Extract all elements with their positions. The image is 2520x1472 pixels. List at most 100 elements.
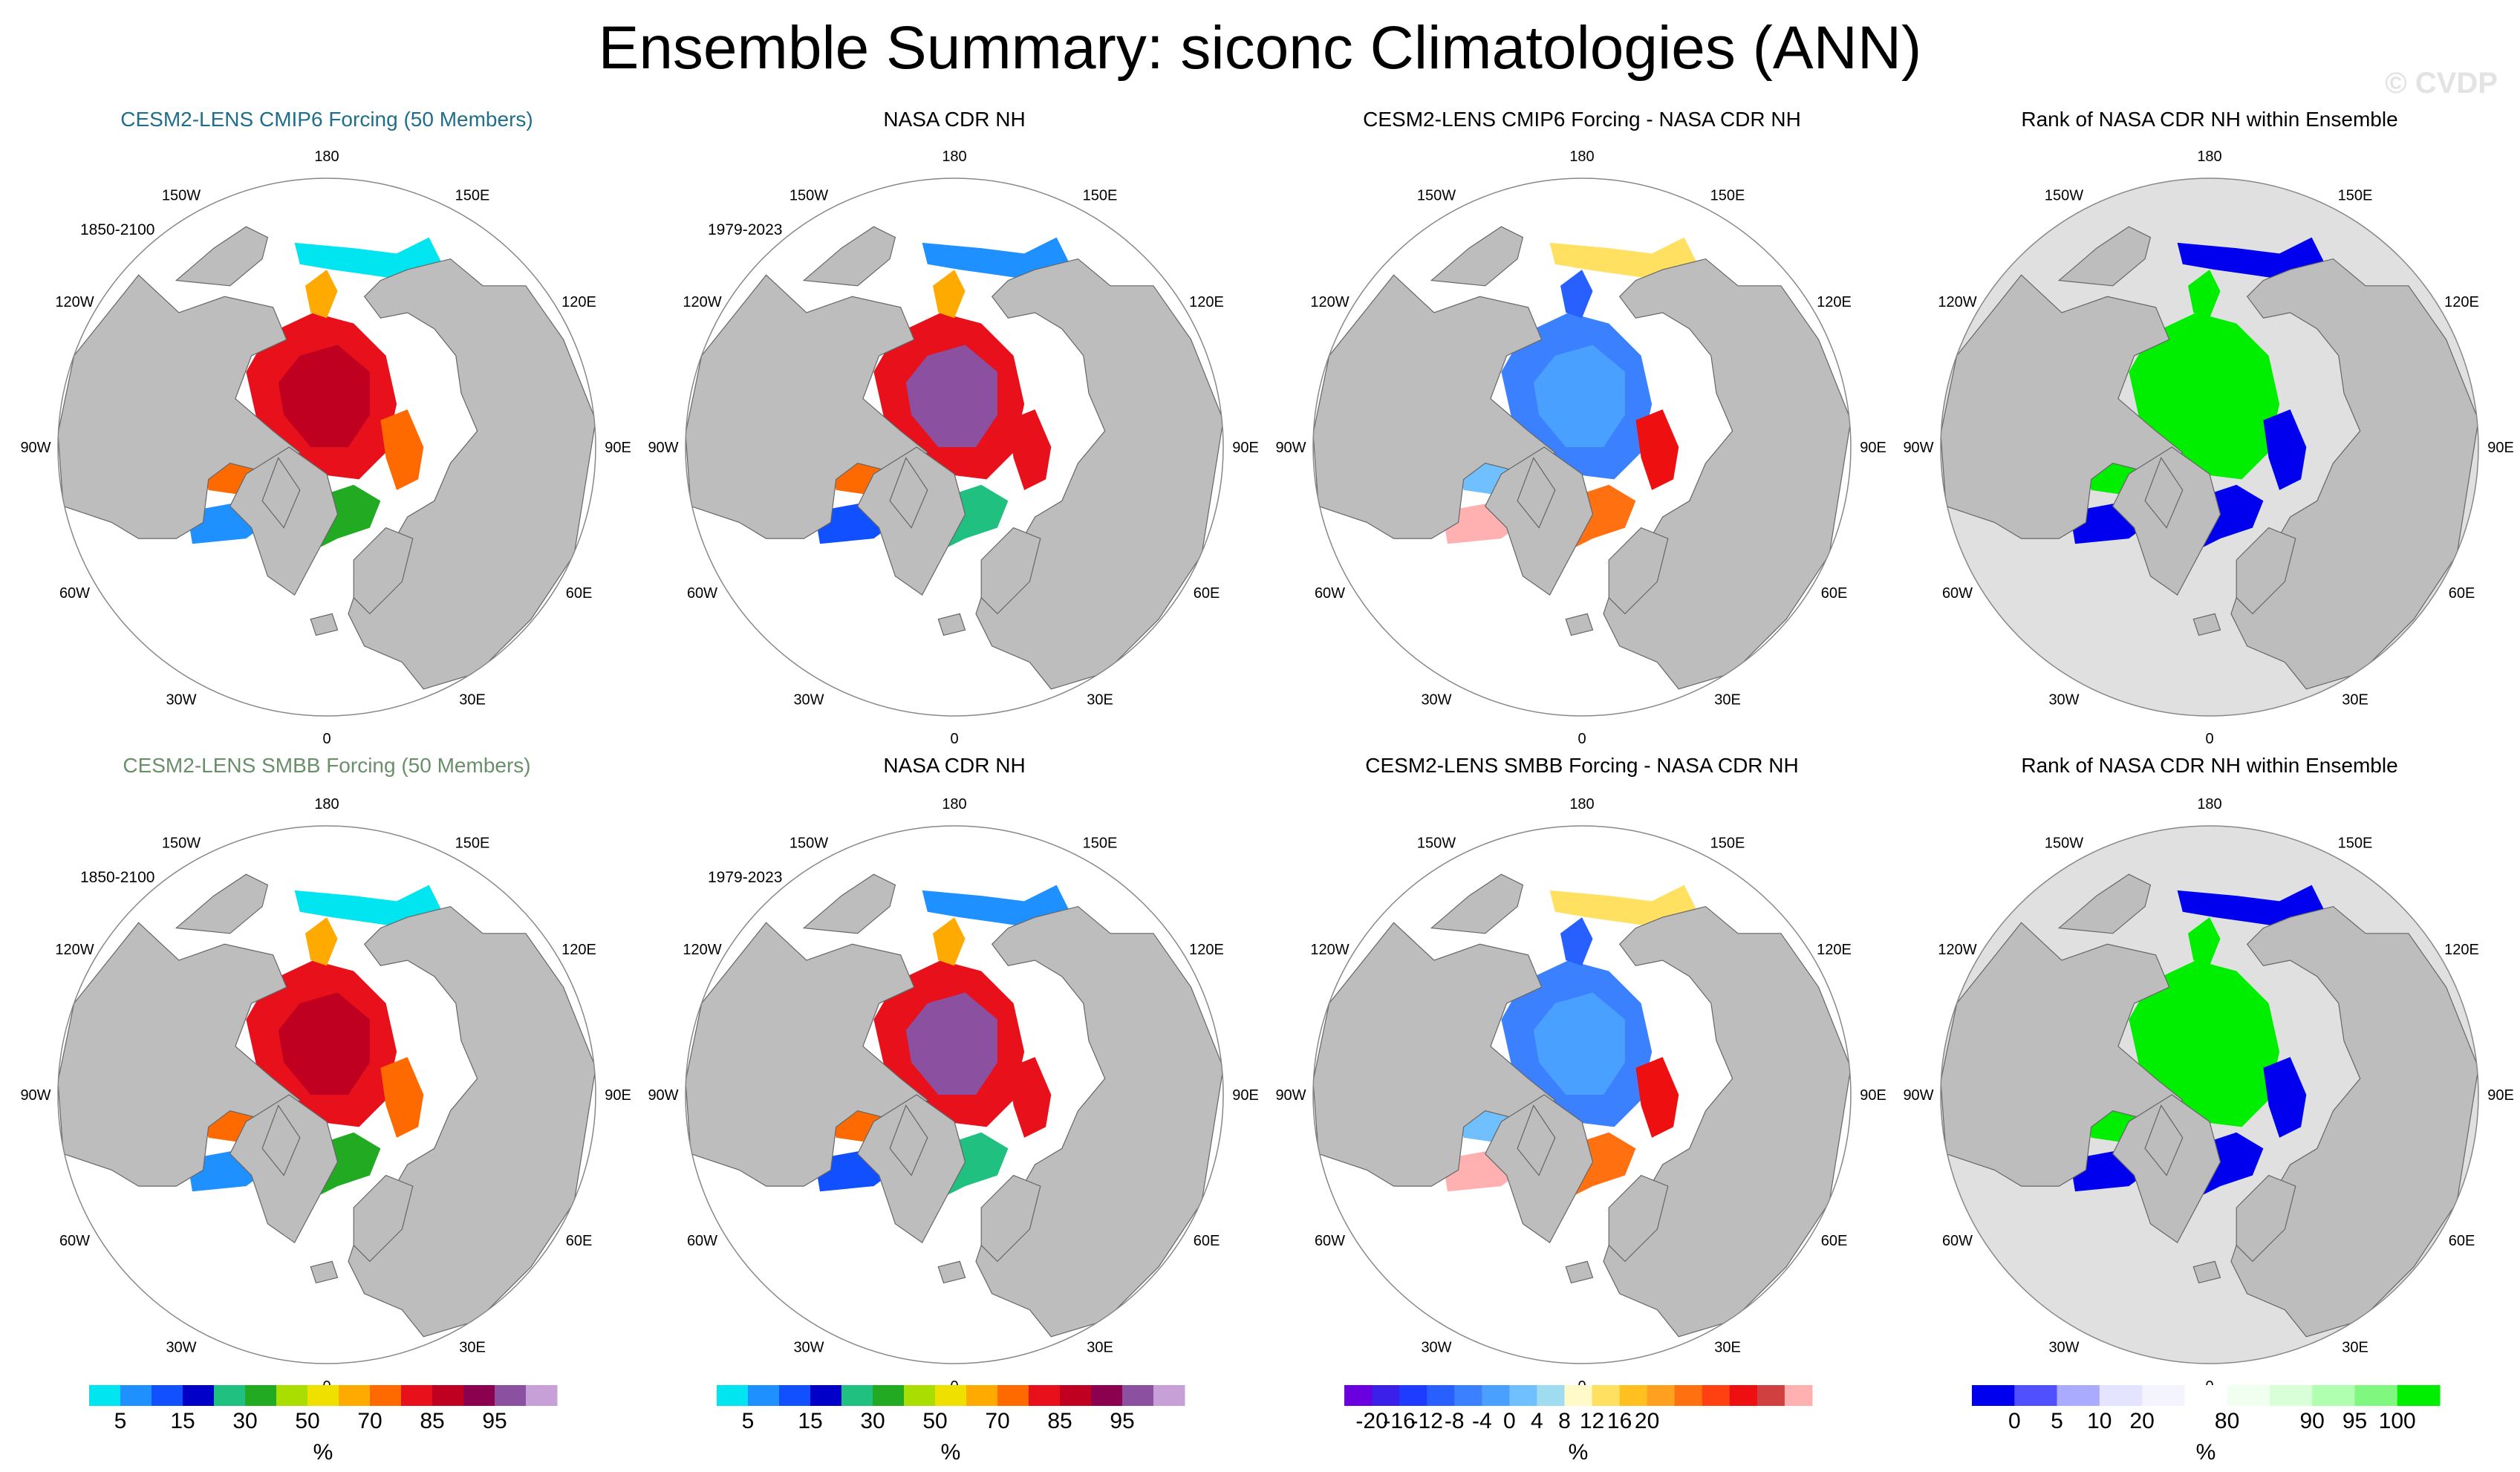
land-mass — [348, 258, 596, 690]
land-mass — [1941, 274, 2184, 539]
longitude-label: 30E — [1714, 692, 1741, 709]
longitude-label: 120W — [1310, 294, 1349, 310]
colorbar-box — [2057, 1385, 2100, 1406]
colorbar-tick-label: 8 — [1558, 1409, 1571, 1433]
longitude-label: 90E — [2487, 1087, 2514, 1104]
colorbar-box — [2227, 1385, 2270, 1406]
colorbar-box — [401, 1385, 433, 1406]
ice-region-bering — [2188, 917, 2221, 966]
colorbar-box — [307, 1385, 339, 1406]
colorbar-unit: % — [313, 1440, 333, 1465]
colorbar-box — [1729, 1385, 1758, 1406]
longitude-label: 30E — [459, 692, 486, 709]
land-mass — [975, 258, 1223, 690]
longitude-label: 90E — [605, 440, 631, 456]
longitude-label: 120E — [1189, 294, 1224, 310]
ice-region-barents — [1635, 1057, 1679, 1138]
longitude-label: 90W — [20, 440, 51, 456]
longitude-label: 180 — [942, 149, 966, 165]
colorbar-box — [1972, 1385, 2015, 1406]
colorbar-box — [904, 1385, 936, 1406]
land-mass — [2192, 613, 2221, 636]
panel-title: CESM2-LENS CMIP6 Forcing (50 Members) — [120, 108, 533, 131]
longitude-label: 120W — [1310, 942, 1349, 958]
panel-title: CESM2-LENS SMBB Forcing (50 Members) — [123, 754, 530, 777]
ice-region-barents — [1008, 409, 1052, 490]
land-mass — [980, 1174, 1041, 1263]
colorbar-tick-label: 4 — [1531, 1409, 1543, 1433]
colorbar-box — [339, 1385, 371, 1406]
colorbar-box — [1029, 1385, 1061, 1406]
colorbar-tick-label: 30 — [232, 1409, 257, 1433]
map-border — [57, 825, 596, 1364]
land-mass — [310, 613, 339, 636]
colorbar-box — [1564, 1385, 1593, 1406]
map-panel: Rank of NASA CDR NH within Ensemble 180 15… — [1903, 108, 2513, 747]
land-mass — [1565, 613, 1594, 636]
ice-region-barents — [380, 1057, 424, 1138]
longitude-label: 60W — [1942, 1233, 1973, 1249]
land-mass — [261, 1104, 301, 1176]
colorbar-tick-label: 50 — [922, 1409, 947, 1433]
ice-region-inner — [905, 992, 997, 1095]
colorbar-tick-label: 70 — [357, 1409, 382, 1433]
longitude-label: 30W — [793, 1340, 824, 1356]
longitude-label: 60W — [59, 1233, 90, 1249]
colorbar-tick-label: -20 — [1355, 1409, 1387, 1433]
land-mass — [980, 527, 1041, 615]
ice-region-inner — [1533, 992, 1625, 1095]
colorbar-unit: % — [1569, 1440, 1589, 1465]
land-mass — [1517, 1104, 1556, 1176]
colorbar-box — [152, 1385, 183, 1406]
land-mass — [2192, 1260, 2221, 1284]
colorbar-box — [1482, 1385, 1510, 1406]
ice-region-bering — [2188, 270, 2221, 319]
ice-region-barents — [2263, 1057, 2307, 1138]
colorbar-tick-label: 0 — [1503, 1409, 1516, 1433]
colorbar-box — [2312, 1385, 2355, 1406]
colorbar-box — [370, 1385, 402, 1406]
land-mass — [1430, 226, 1524, 287]
colorbar-box — [2354, 1385, 2398, 1406]
colorbar-tick-label: 80 — [2215, 1409, 2239, 1433]
longitude-label: 60W — [1315, 585, 1345, 602]
land-mass — [2230, 905, 2478, 1338]
colorbar-tick-label: 10 — [2087, 1409, 2112, 1433]
longitude-label: 120W — [1938, 942, 1976, 958]
land-mass — [975, 905, 1223, 1338]
colorbar-box — [2014, 1385, 2058, 1406]
land-mass — [58, 922, 301, 1187]
map-border — [1940, 178, 2479, 717]
colorbar-tick-label: 5 — [742, 1409, 755, 1433]
ice-region-bering — [305, 917, 338, 966]
longitude-label: 60E — [1194, 585, 1220, 602]
colorbar: -20-16-12 -8 -4 0 4 8 12 16 20% — [1344, 1385, 1813, 1465]
longitude-label: 150W — [2045, 188, 2083, 204]
longitude-label: 60E — [566, 585, 593, 602]
longitude-label: 150E — [455, 836, 490, 852]
colorbar-box — [810, 1385, 842, 1406]
colorbar-box — [1060, 1385, 1092, 1406]
longitude-label: 120W — [683, 942, 721, 958]
longitude-label: 90E — [2487, 440, 2514, 456]
land-mass — [1313, 274, 1556, 539]
longitude-label: 120W — [55, 294, 94, 310]
ice-region-barents — [1635, 409, 1679, 490]
ice-region-bering — [1560, 270, 1593, 319]
longitude-label: 150E — [1083, 836, 1118, 852]
colorbar-box — [1372, 1385, 1400, 1406]
longitude-label: 60E — [2449, 1233, 2475, 1249]
map-border — [57, 178, 596, 717]
longitude-label: 30W — [1421, 1340, 1451, 1356]
colorbar-unit: % — [941, 1440, 961, 1465]
longitude-label: 90W — [1903, 1087, 1933, 1104]
panel-title: Rank of NASA CDR NH within Ensemble — [2021, 108, 2397, 131]
land-mass — [1608, 1174, 1669, 1263]
land-mass — [1565, 1260, 1594, 1284]
colorbar-box — [1091, 1385, 1123, 1406]
ice-region-inner — [1533, 345, 1625, 447]
longitude-label: 150W — [162, 188, 201, 204]
longitude-label: 150W — [2045, 836, 2083, 852]
longitude-label: 150E — [1710, 188, 1745, 204]
land-mass — [1608, 527, 1669, 615]
